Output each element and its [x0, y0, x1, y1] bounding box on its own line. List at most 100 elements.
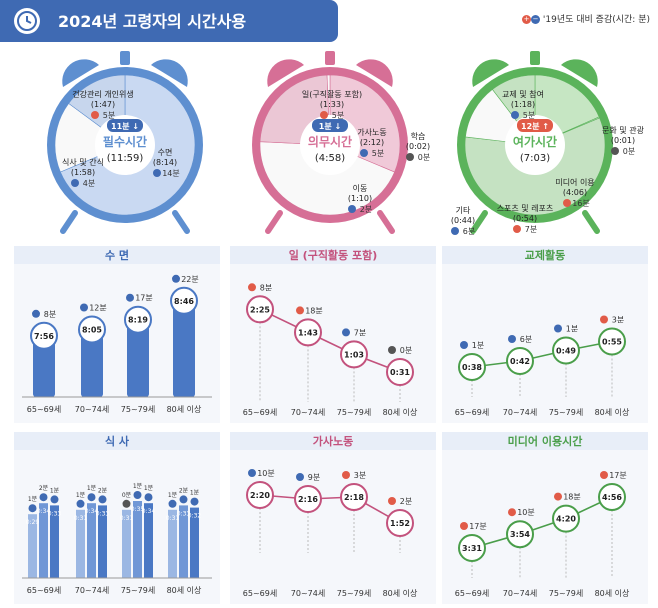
meal-bar	[98, 505, 107, 578]
clock-marker	[458, 353, 486, 381]
x-tick-label: 80세 이상	[383, 588, 418, 598]
meal-bar	[144, 503, 153, 578]
data-label: 3:54	[510, 530, 530, 539]
category-name: 여가시간	[513, 134, 557, 149]
data-label: 0:38	[462, 363, 482, 372]
sleep-bar	[81, 329, 103, 397]
data-label: 0:34	[37, 508, 51, 515]
trend-line	[259, 308, 401, 373]
data-label: 0:31	[166, 515, 180, 522]
trend-line	[471, 340, 613, 368]
x-tick-label: 70~74세	[503, 589, 537, 598]
panel-title-bar	[230, 246, 436, 264]
total-change-badge	[107, 119, 143, 132]
clocks-area: 11분 ↓ 필수시간 (11:59) 수면(8:14) 14분 식사 및 간식(1:58)…	[47, 51, 645, 236]
segment-label: 수면	[158, 147, 173, 157]
data-label: 2:18	[344, 493, 364, 502]
clock-leg-right	[582, 210, 600, 234]
data-label: 0:42	[510, 357, 530, 366]
x-tick-label: 75~79세	[121, 405, 155, 414]
segment-label: 교제 및 참여	[502, 89, 544, 99]
meal-bar	[179, 505, 188, 578]
sleep-change: 12분	[89, 304, 107, 313]
work-chart-change: 7분	[354, 328, 366, 337]
data-label: 0:31	[74, 515, 88, 522]
clock-knob	[325, 51, 335, 65]
pie-slice	[54, 103, 126, 173]
bell-right	[356, 59, 393, 87]
meal-change: 1분	[28, 496, 38, 503]
change-icon	[168, 499, 177, 508]
clock-1: 11분 ↓ 필수시간 (11:59) 수면(8:14) 14분 식사 및 간식(1:58)…	[47, 51, 203, 234]
segment-value: (4:06)	[563, 188, 587, 197]
clock-marker	[246, 481, 274, 509]
clock-marker	[598, 483, 626, 511]
header-banner: 2024년 고령자의 시간사용	[0, 0, 338, 42]
increase-icon	[600, 315, 608, 324]
work-panel: 일 (구직활동 포함) 2:25 8분 1:43 18분 1:03 7분 0:31 0분 65~6…	[230, 246, 436, 423]
decrease-icon	[126, 293, 134, 302]
panel-title: 미디어 이용시간	[508, 434, 583, 448]
clock-marker	[294, 485, 322, 513]
x-tick-label: 75~79세	[337, 589, 371, 598]
decrease-icon: −	[531, 15, 541, 24]
increase-icon	[554, 492, 562, 501]
clock-logo-icon	[14, 8, 40, 34]
segment-change: 0분	[418, 153, 430, 162]
data-label: 2:20	[250, 491, 270, 500]
sleep-bar	[127, 319, 149, 397]
panel-title: 일 (구직활동 포함)	[289, 248, 378, 262]
data-label: 7:56	[34, 332, 54, 341]
data-label: 4:20	[556, 515, 576, 524]
x-tick-label: 65~69세	[455, 408, 489, 417]
data-label: 0:34	[142, 508, 156, 515]
sleep-change: 17분	[135, 294, 153, 303]
clock-marker	[386, 509, 414, 537]
increase-icon	[513, 225, 521, 233]
data-label: 0:33	[48, 510, 62, 517]
increase-icon: +	[522, 15, 532, 24]
segment-value: (1:33)	[320, 100, 344, 109]
meal-bar	[168, 509, 177, 578]
x-tick-label: 80세 이상	[167, 404, 202, 414]
clock-leg-left	[470, 210, 488, 234]
data-label: 1:03	[344, 350, 364, 359]
segment-value: (2:12)	[360, 138, 384, 147]
data-label: 2:16	[298, 495, 318, 504]
media-chart-change: 18분	[563, 493, 581, 502]
clock-leg-left	[60, 210, 78, 234]
clock-leg-right	[377, 210, 395, 234]
clock-marker	[598, 327, 626, 356]
segment-value: (1:10)	[348, 194, 372, 203]
bell-left	[472, 59, 509, 87]
panel-title-bar	[230, 432, 436, 450]
social-panel: 교제활동 0:38 1분 0:42 6분 0:49 1분 0:55 3분 65~69세 70~74세…	[442, 246, 648, 423]
bell-left	[62, 59, 99, 87]
panel-bg	[230, 246, 436, 423]
panel-title: 교제활동	[525, 248, 565, 262]
meal-bar	[190, 507, 199, 578]
clock-leg-left	[265, 210, 283, 234]
segment-change: 2분	[360, 205, 372, 214]
category-name: 의무시간	[308, 134, 352, 149]
category-total: (11:59)	[107, 153, 144, 164]
legend-text: '19년도 대비 증감(시간: 분)	[542, 15, 650, 25]
clock-marker	[552, 336, 580, 365]
data-label: 0:34	[85, 508, 99, 515]
decrease-icon	[172, 274, 180, 283]
segment-label: 식사 및 간식	[62, 157, 104, 167]
panel-title: 수 면	[105, 248, 129, 262]
change-icon	[133, 491, 142, 499]
clock-marker	[170, 286, 198, 315]
meal-bar	[87, 503, 96, 578]
meal-change: 0분	[122, 492, 132, 499]
increase-icon	[248, 283, 256, 292]
segment-value: (0:44)	[451, 216, 475, 225]
change-icon	[39, 493, 48, 502]
segment-label: 학습	[411, 131, 426, 141]
social-chart-change: 1분	[472, 341, 484, 350]
social-chart-change: 1분	[566, 325, 578, 334]
increase-icon	[563, 199, 571, 207]
social-chart-change: 6분	[520, 335, 532, 344]
segment-value: (0:01)	[611, 136, 635, 145]
